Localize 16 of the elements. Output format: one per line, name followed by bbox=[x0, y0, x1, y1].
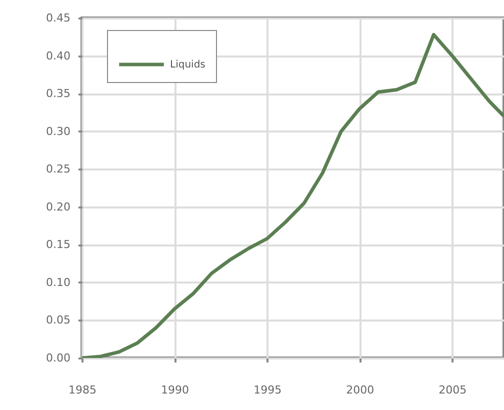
y-tick-label: 0.40 bbox=[46, 49, 70, 62]
x-tick-label: 2005 bbox=[438, 384, 467, 396]
y-tick-label: 0.00 bbox=[46, 352, 70, 364]
y-tick-label: 0.05 bbox=[46, 314, 70, 327]
x-tick-label: 2000 bbox=[346, 384, 374, 396]
y-tick-label: 0.10 bbox=[46, 276, 70, 289]
y-tick-label: 0.30 bbox=[46, 124, 70, 138]
x-tick-label: 1985 bbox=[68, 384, 96, 396]
y-tick-label: 0.15 bbox=[46, 238, 70, 252]
y-tick-label: 0.35 bbox=[46, 87, 70, 100]
y-tick-label: 0.45 bbox=[46, 12, 70, 24]
x-tick-label: 1990 bbox=[161, 384, 190, 396]
legend-label: Liquids bbox=[170, 60, 206, 70]
x-tick-label: 1995 bbox=[254, 384, 282, 396]
y-tick-label: 0.20 bbox=[46, 200, 70, 214]
y-tick-label: 0.25 bbox=[46, 162, 70, 176]
